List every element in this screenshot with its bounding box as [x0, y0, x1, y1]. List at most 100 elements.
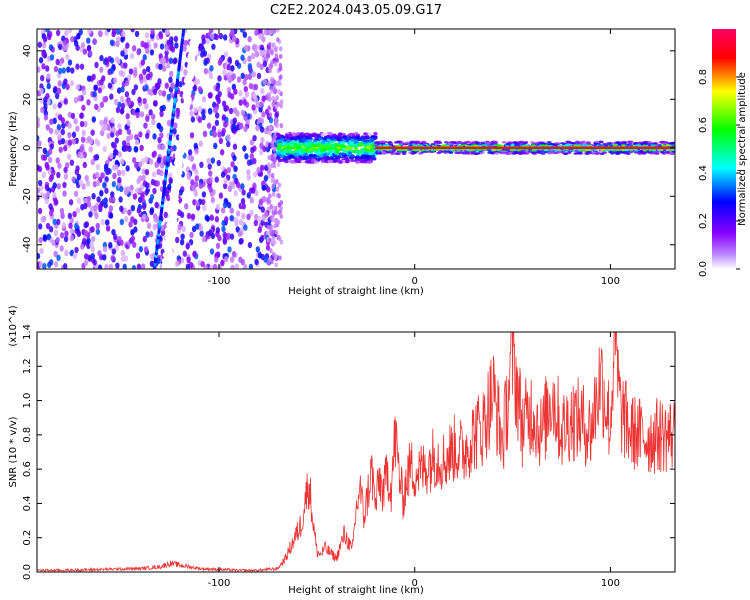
- heatmap-cell: [80, 243, 85, 250]
- heatmap-cell: [293, 152, 298, 156]
- heatmap-cell: [197, 85, 203, 93]
- heatmap-cell: [585, 151, 590, 154]
- heatmap-cell: [218, 192, 224, 199]
- heatmap-cell: [159, 105, 164, 112]
- heatmap-cell: [671, 145, 675, 148]
- heatmap-cell: [40, 74, 45, 82]
- heatmap-cell: [246, 192, 252, 199]
- x-tick-label: -100: [208, 578, 231, 589]
- heatmap-cell: [632, 142, 638, 145]
- heatmap-cell: [259, 164, 265, 172]
- heatmap-cell: [73, 96, 79, 104]
- heatmap-cell: [248, 82, 254, 90]
- heatmap-cell: [456, 141, 462, 144]
- spectrogram-heatmap: [37, 29, 675, 269]
- heatmap-cell: [89, 205, 95, 212]
- heatmap-cell: [257, 116, 263, 124]
- heatmap-cell: [85, 180, 91, 187]
- heatmap-cell: [307, 133, 312, 137]
- heatmap-cell: [99, 119, 104, 127]
- heatmap-cell: [75, 84, 81, 91]
- heatmap-cell: [268, 112, 273, 118]
- heatmap-cell: [201, 38, 206, 45]
- heatmap-cell: [217, 90, 222, 98]
- heatmap-cell: [59, 245, 64, 252]
- heatmap-cell: [75, 63, 80, 70]
- heatmap-cell: [158, 33, 164, 40]
- heatmap-cell: [142, 97, 147, 105]
- heatmap-cell: [82, 161, 87, 169]
- heatmap-cell: [338, 160, 343, 164]
- heatmap-cell: [145, 231, 150, 238]
- heatmap-cell: [53, 229, 59, 237]
- heatmap-cell: [160, 229, 166, 237]
- heatmap-cell: [173, 57, 178, 64]
- heatmap-cell: [91, 192, 96, 200]
- heatmap-cell: [657, 144, 662, 147]
- heatmap-cell: [340, 141, 346, 145]
- heatmap-cell: [94, 61, 99, 69]
- heatmap-cell: [254, 189, 259, 197]
- heatmap-cell: [61, 67, 66, 74]
- heatmap-cell: [138, 246, 144, 253]
- heatmap-cell: [626, 140, 632, 144]
- heatmap-cell: [469, 149, 474, 152]
- heatmap-cell: [120, 50, 125, 57]
- heatmap-cell: [275, 186, 280, 192]
- heatmap-cell: [119, 218, 125, 226]
- snr-panel: 0.0 0.2 0.4 0.6 0.8 1.0 1.2 1.4 -100 0 100 Height…: [8, 305, 676, 596]
- heatmap-cell: [138, 131, 143, 138]
- heatmap-cell: [181, 225, 186, 233]
- heatmap-cell: [390, 152, 395, 155]
- heatmap-cell: [126, 119, 131, 127]
- heatmap-cell: [238, 256, 243, 263]
- heatmap-cell: [217, 264, 222, 269]
- heatmap-cell: [233, 165, 238, 172]
- y-tick-label: -40: [22, 237, 33, 253]
- heatmap-cell: [420, 151, 426, 154]
- heatmap-cell: [243, 224, 248, 231]
- heatmap-cell: [38, 57, 44, 64]
- heatmap-cell: [199, 230, 204, 237]
- heatmap-cell: [621, 144, 626, 147]
- heatmap-cell: [501, 141, 507, 144]
- heatmap-cell: [133, 146, 139, 153]
- heatmap-cell: [136, 48, 141, 56]
- heatmap-cell: [246, 174, 251, 181]
- heatmap-cell: [42, 147, 48, 155]
- heatmap-cell: [56, 218, 61, 226]
- heatmap-cell: [154, 82, 159, 90]
- heatmap-cell: [289, 137, 295, 141]
- heatmap-cell: [117, 101, 122, 109]
- heatmap-cell: [65, 83, 70, 91]
- heatmap-cell: [71, 131, 77, 138]
- heatmap-cell: [111, 248, 117, 255]
- heatmap-cell: [127, 145, 132, 153]
- heatmap-cell: [396, 149, 401, 152]
- heatmap-cell: [128, 221, 133, 228]
- heatmap-cell: [347, 147, 353, 151]
- heatmap-cell: [409, 140, 415, 143]
- heatmap-cell: [157, 156, 162, 164]
- heatmap-cell: [144, 84, 149, 92]
- heatmap-cell: [254, 29, 259, 36]
- heatmap-cell: [71, 138, 76, 145]
- heatmap-cell: [139, 144, 144, 152]
- heatmap-cell: [46, 82, 51, 90]
- heatmap-cell: [152, 223, 157, 231]
- heatmap-cell: [290, 160, 296, 164]
- heatmap-cell: [265, 244, 271, 251]
- heatmap-cell: [174, 42, 179, 49]
- heatmap-cell: [39, 247, 44, 255]
- heatmap-cell: [49, 143, 54, 150]
- heatmap-cell: [223, 177, 228, 185]
- heatmap-cell: [108, 241, 113, 249]
- heatmap-cell: [207, 163, 212, 170]
- heatmap-cell: [241, 189, 246, 196]
- heatmap-cell: [243, 125, 248, 133]
- heatmap-cell: [198, 225, 204, 232]
- heatmap-cell: [56, 87, 62, 94]
- heatmap-cell: [131, 265, 137, 269]
- heatmap-cell: [136, 263, 142, 269]
- heatmap-cell: [157, 78, 162, 85]
